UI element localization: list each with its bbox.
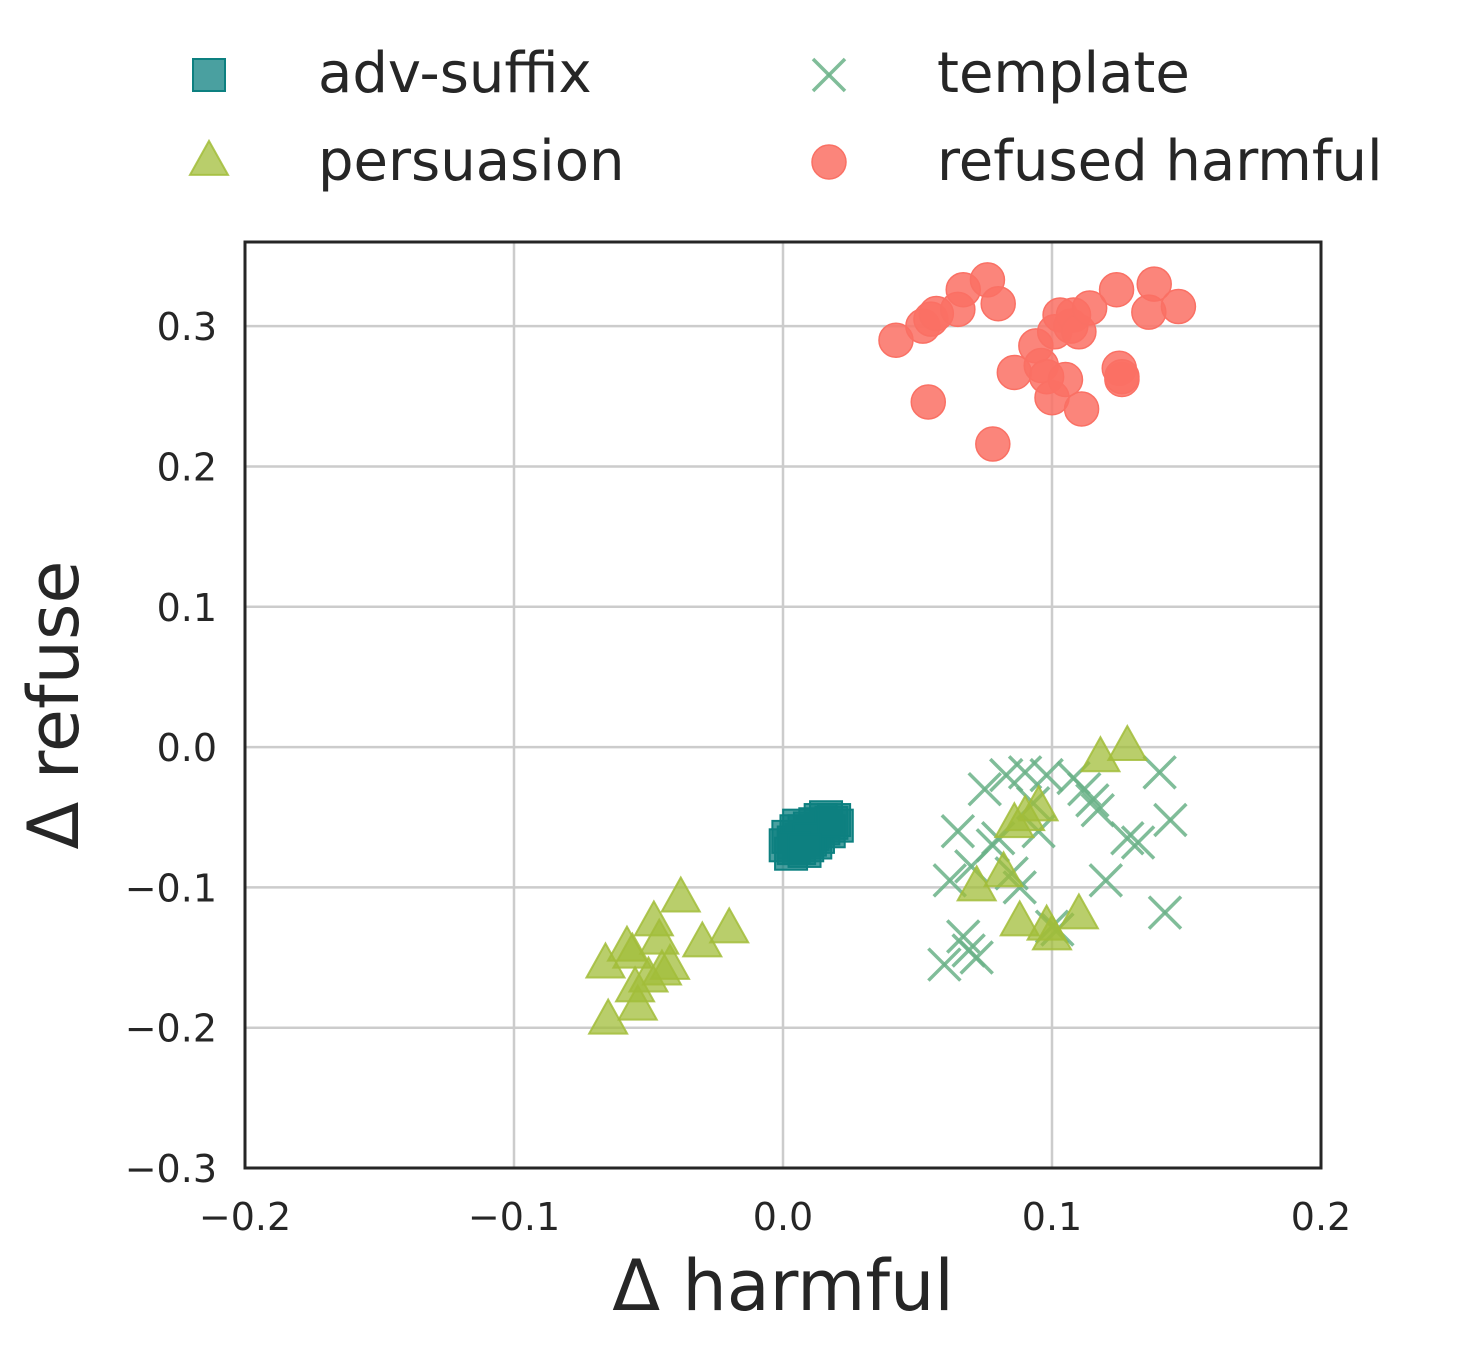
y-tick-label: 0.0 xyxy=(157,726,217,770)
point-template xyxy=(940,814,976,849)
point-template xyxy=(1029,757,1064,793)
point-template xyxy=(927,947,962,982)
x-stroke xyxy=(954,849,989,884)
x-tick-label: −0.1 xyxy=(468,1195,560,1239)
point-refused-harmful xyxy=(975,426,1011,462)
y-tick-label: −0.2 xyxy=(125,1007,217,1051)
x-stroke xyxy=(1002,870,1037,905)
point-template xyxy=(959,940,994,975)
x-stroke xyxy=(940,814,976,849)
point-persuasion xyxy=(1017,784,1060,822)
point-persuasion xyxy=(649,942,691,980)
legend-marker-x-icon xyxy=(811,57,847,93)
point-refused-harmful xyxy=(1098,271,1135,308)
x-tick-labels: −0.2 −0.1 0.0 0.1 0.2 xyxy=(199,1195,1351,1239)
legend: adv-suffix template persuasion refused h… xyxy=(188,41,1383,194)
x-stroke xyxy=(1153,802,1188,838)
legend-item-refused-harmful: refused harmful xyxy=(811,129,1383,194)
point-template xyxy=(1110,821,1145,856)
legend-label: adv-suffix xyxy=(318,41,592,106)
y-tick-label: 0.1 xyxy=(157,586,217,630)
x-stroke xyxy=(1120,825,1156,860)
legend-marker-circle xyxy=(811,144,847,180)
point-refused-harmful xyxy=(1063,391,1100,427)
y-axis-title: Δ refuse xyxy=(13,561,95,850)
point-refused-harmful xyxy=(1160,288,1197,325)
legend-label: persuasion xyxy=(318,129,625,194)
legend-marker-square xyxy=(192,58,226,92)
point-persuasion xyxy=(1031,913,1073,951)
legend-item-template: template xyxy=(811,41,1190,106)
point-refused-harmful xyxy=(910,384,947,420)
x-stroke xyxy=(945,919,981,954)
y-tick-label: 0.2 xyxy=(157,445,217,489)
point-template xyxy=(1075,783,1110,818)
point-template xyxy=(1147,895,1183,930)
legend-item-adv-suffix: adv-suffix xyxy=(192,41,592,106)
plot-frame xyxy=(243,240,1323,1170)
point-template xyxy=(1080,792,1115,828)
x-stroke xyxy=(1029,757,1064,793)
x-stroke xyxy=(932,863,968,898)
point-refused-harmful xyxy=(1071,290,1108,326)
y-tick-label: −0.1 xyxy=(125,866,217,910)
x-axis-title: Δ harmful xyxy=(612,1245,954,1327)
point-template xyxy=(1088,863,1124,898)
point-persuasion xyxy=(1106,723,1149,762)
legend-label: template xyxy=(937,41,1190,106)
point-persuasion xyxy=(587,997,629,1035)
point-template xyxy=(1120,825,1156,860)
x-tick-label: −0.2 xyxy=(199,1195,291,1239)
x-tick-label: 0.1 xyxy=(1022,1195,1082,1239)
point-template xyxy=(967,771,1002,807)
point-template xyxy=(932,863,968,898)
y-tick-label: 0.3 xyxy=(157,305,217,349)
x-tick-label: 0.0 xyxy=(753,1195,813,1239)
x-stroke xyxy=(927,947,962,982)
point-persuasion xyxy=(1058,892,1100,930)
point-persuasion xyxy=(708,906,750,944)
x-stroke xyxy=(1080,792,1115,828)
x-stroke xyxy=(1067,771,1102,807)
point-persuasion xyxy=(660,875,702,913)
point-persuasion xyxy=(617,983,659,1021)
x-stroke xyxy=(1110,821,1145,856)
legend-marker-square-icon xyxy=(192,58,226,92)
point-persuasion xyxy=(1079,735,1122,773)
data-points xyxy=(584,262,1197,1035)
x-tick-label: 0.2 xyxy=(1291,1195,1351,1239)
legend-marker-triangle-icon xyxy=(188,138,230,176)
point-refused-harmful xyxy=(980,285,1016,322)
legend-item-persuasion: persuasion xyxy=(188,129,625,194)
y-tick-labels: −0.3 −0.2 −0.1 0.0 0.1 0.2 0.3 xyxy=(125,305,217,1191)
point-template xyxy=(1153,802,1188,838)
legend-marker-circle-icon xyxy=(811,144,847,180)
y-tick-label: −0.3 xyxy=(125,1147,217,1191)
x-stroke xyxy=(1088,863,1124,898)
point-adv-suffix xyxy=(817,803,852,838)
x-stroke xyxy=(1075,783,1110,818)
point-persuasion xyxy=(999,899,1041,937)
x-stroke xyxy=(1142,755,1177,790)
legend-marker-x xyxy=(811,57,847,93)
point-refused-harmful xyxy=(1104,358,1140,395)
point-refused-harmful xyxy=(1136,266,1172,302)
point-persuasion xyxy=(993,801,1036,839)
x-stroke xyxy=(811,57,847,93)
point-adv-suffix xyxy=(787,833,822,868)
x-stroke xyxy=(1147,895,1183,930)
x-stroke xyxy=(967,771,1002,807)
legend-label: refused harmful xyxy=(937,129,1383,194)
point-template xyxy=(1007,755,1043,790)
point-persuasion xyxy=(982,850,1025,888)
point-template xyxy=(1142,755,1177,790)
x-stroke xyxy=(1007,755,1043,790)
point-refused-harmful xyxy=(1047,361,1084,398)
legend-marker-triangle xyxy=(188,138,230,176)
x-stroke xyxy=(959,940,994,975)
